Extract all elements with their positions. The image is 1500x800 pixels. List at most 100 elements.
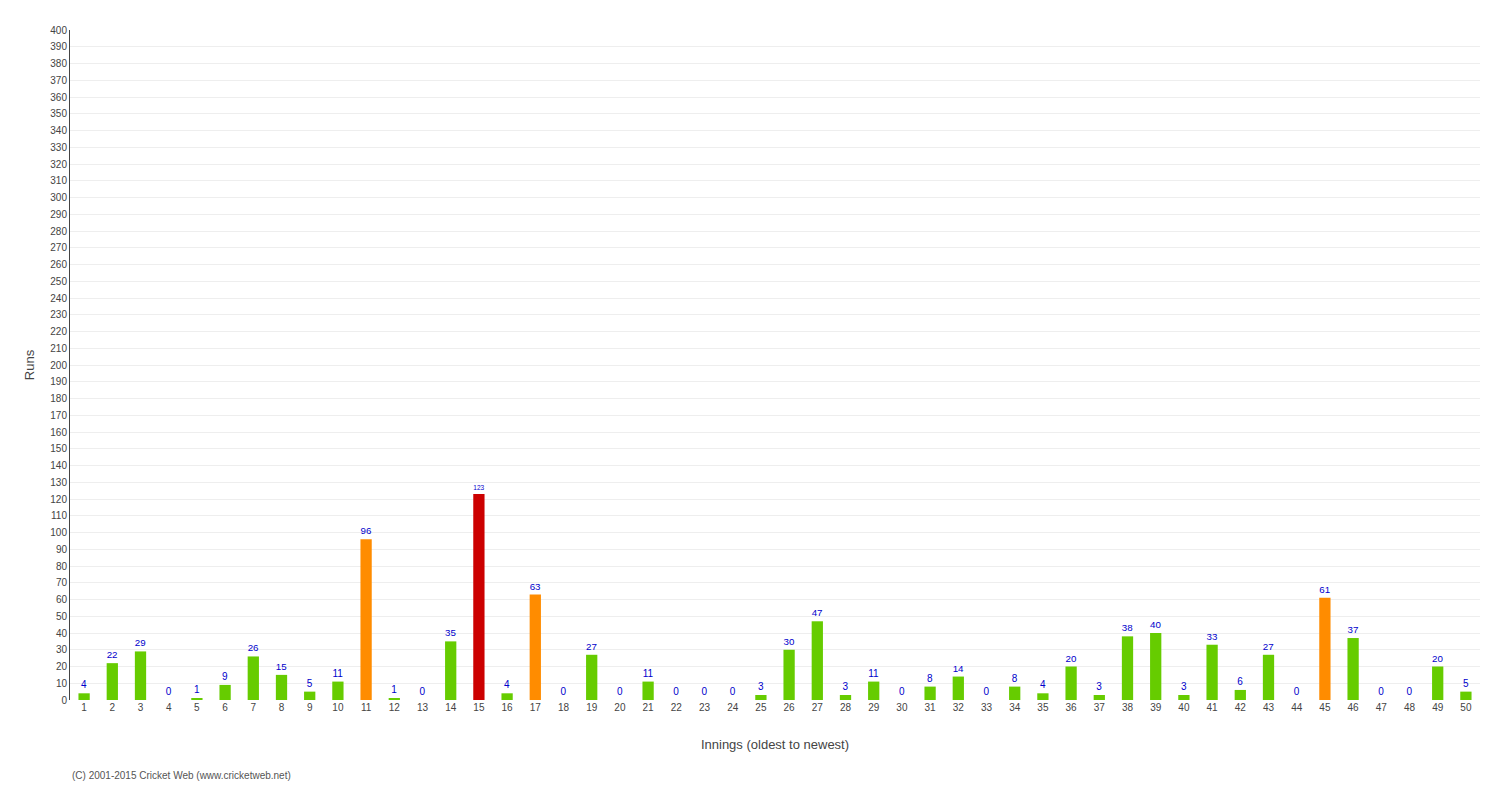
svg-text:200: 200 xyxy=(50,360,67,371)
svg-text:11: 11 xyxy=(361,702,372,713)
svg-text:1: 1 xyxy=(194,684,200,695)
svg-text:340: 340 xyxy=(50,125,67,136)
svg-text:11: 11 xyxy=(643,668,654,679)
svg-text:29: 29 xyxy=(868,702,880,713)
svg-text:0: 0 xyxy=(561,686,567,697)
svg-text:17: 17 xyxy=(530,702,542,713)
svg-text:Innings (oldest to newest): Innings (oldest to newest) xyxy=(701,737,849,752)
svg-text:123: 123 xyxy=(473,484,484,491)
svg-text:22: 22 xyxy=(107,649,118,660)
svg-text:27: 27 xyxy=(1263,641,1274,652)
svg-text:210: 210 xyxy=(50,343,67,354)
svg-text:4: 4 xyxy=(504,679,510,690)
svg-text:100: 100 xyxy=(50,527,67,538)
svg-text:13: 13 xyxy=(417,702,429,713)
svg-text:18: 18 xyxy=(558,702,570,713)
svg-text:37: 37 xyxy=(1347,624,1358,635)
svg-text:390: 390 xyxy=(50,41,67,52)
svg-text:8: 8 xyxy=(1012,673,1018,684)
svg-text:16: 16 xyxy=(502,702,514,713)
svg-text:19: 19 xyxy=(586,702,598,713)
svg-text:0: 0 xyxy=(1294,686,1300,697)
svg-text:38: 38 xyxy=(1122,702,1134,713)
svg-text:Runs: Runs xyxy=(22,349,37,380)
svg-text:14: 14 xyxy=(953,663,964,674)
svg-text:30: 30 xyxy=(896,702,908,713)
svg-text:330: 330 xyxy=(50,142,67,153)
svg-text:180: 180 xyxy=(50,393,67,404)
svg-text:150: 150 xyxy=(50,443,67,454)
svg-text:48: 48 xyxy=(1404,702,1416,713)
svg-text:0: 0 xyxy=(166,686,172,697)
svg-text:1: 1 xyxy=(81,702,87,713)
svg-text:36: 36 xyxy=(1066,702,1078,713)
svg-text:3: 3 xyxy=(1181,681,1187,692)
svg-text:3: 3 xyxy=(138,702,144,713)
svg-text:29: 29 xyxy=(135,637,146,648)
svg-text:50: 50 xyxy=(1460,702,1472,713)
svg-text:3: 3 xyxy=(1096,681,1102,692)
svg-text:9: 9 xyxy=(307,702,313,713)
svg-text:170: 170 xyxy=(50,410,67,421)
svg-text:63: 63 xyxy=(530,581,541,592)
svg-text:41: 41 xyxy=(1207,702,1219,713)
svg-text:37: 37 xyxy=(1094,702,1106,713)
svg-text:25: 25 xyxy=(755,702,767,713)
svg-text:26: 26 xyxy=(784,702,796,713)
svg-text:42: 42 xyxy=(1235,702,1247,713)
svg-text:33: 33 xyxy=(1206,631,1217,642)
svg-text:30: 30 xyxy=(783,636,794,647)
svg-text:96: 96 xyxy=(360,525,371,536)
svg-text:30: 30 xyxy=(56,644,68,655)
svg-text:0: 0 xyxy=(1407,686,1413,697)
svg-text:320: 320 xyxy=(50,159,67,170)
svg-text:4: 4 xyxy=(81,679,87,690)
svg-text:47: 47 xyxy=(812,607,823,618)
svg-text:40: 40 xyxy=(56,628,68,639)
svg-text:(C) 2001-2015 Cricket Web (www: (C) 2001-2015 Cricket Web (www.cricketwe… xyxy=(72,770,291,781)
svg-text:0: 0 xyxy=(1378,686,1384,697)
svg-text:20: 20 xyxy=(614,702,626,713)
svg-text:44: 44 xyxy=(1291,702,1303,713)
svg-text:61: 61 xyxy=(1319,584,1330,595)
svg-text:20: 20 xyxy=(1432,653,1443,664)
svg-text:11: 11 xyxy=(868,668,879,679)
svg-text:190: 190 xyxy=(50,376,67,387)
svg-text:5: 5 xyxy=(1463,678,1469,689)
svg-text:310: 310 xyxy=(50,175,67,186)
svg-text:8: 8 xyxy=(927,673,933,684)
svg-text:10: 10 xyxy=(332,702,344,713)
svg-text:10: 10 xyxy=(56,678,68,689)
svg-text:90: 90 xyxy=(56,544,68,555)
svg-text:11: 11 xyxy=(332,668,343,679)
svg-text:23: 23 xyxy=(699,702,711,713)
svg-text:1: 1 xyxy=(391,684,397,695)
svg-text:33: 33 xyxy=(981,702,993,713)
svg-text:280: 280 xyxy=(50,226,67,237)
svg-text:220: 220 xyxy=(50,326,67,337)
svg-text:35: 35 xyxy=(1037,702,1049,713)
svg-text:360: 360 xyxy=(50,92,67,103)
svg-text:300: 300 xyxy=(50,192,67,203)
svg-text:70: 70 xyxy=(56,577,68,588)
svg-text:4: 4 xyxy=(166,702,172,713)
svg-text:250: 250 xyxy=(50,276,67,287)
svg-text:370: 370 xyxy=(50,75,67,86)
svg-text:32: 32 xyxy=(953,702,965,713)
svg-text:9: 9 xyxy=(222,671,228,682)
svg-text:31: 31 xyxy=(925,702,937,713)
svg-text:27: 27 xyxy=(812,702,824,713)
svg-text:14: 14 xyxy=(445,702,457,713)
svg-text:5: 5 xyxy=(307,678,313,689)
svg-text:43: 43 xyxy=(1263,702,1275,713)
svg-text:240: 240 xyxy=(50,293,67,304)
svg-text:50: 50 xyxy=(56,611,68,622)
svg-text:15: 15 xyxy=(473,702,485,713)
svg-text:45: 45 xyxy=(1319,702,1331,713)
svg-text:34: 34 xyxy=(1009,702,1021,713)
svg-text:3: 3 xyxy=(843,681,849,692)
svg-text:46: 46 xyxy=(1348,702,1360,713)
svg-text:260: 260 xyxy=(50,259,67,270)
svg-text:12: 12 xyxy=(389,702,401,713)
svg-text:40: 40 xyxy=(1178,702,1190,713)
